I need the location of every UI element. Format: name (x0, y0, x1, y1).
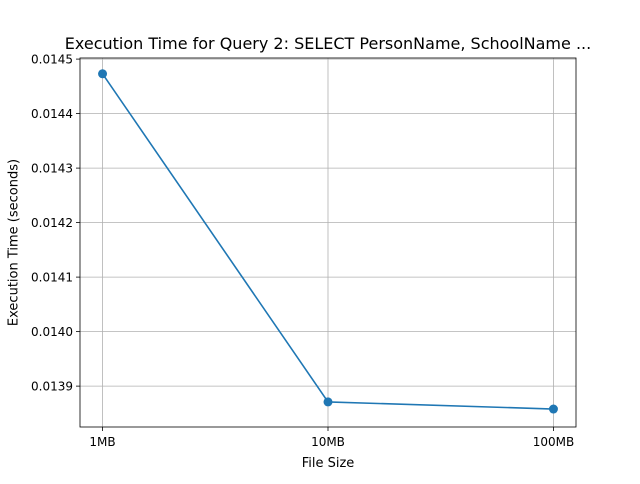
x-axis-label: File Size (302, 456, 355, 471)
x-tick-label: 100MB (533, 435, 575, 449)
series-layer (98, 69, 558, 414)
data-point (323, 397, 333, 407)
grid-lines (80, 58, 576, 427)
y-tick-label: 0.0140 (31, 325, 73, 339)
y-tick-label: 0.0142 (31, 216, 73, 230)
y-axis-label: Execution Time (seconds) (7, 159, 22, 326)
y-tick-label: 0.0143 (31, 161, 73, 175)
y-tick-label: 0.0141 (31, 270, 73, 284)
data-point (548, 404, 558, 414)
y-tick-label: 0.0145 (31, 52, 73, 66)
y-tick-label: 0.0139 (31, 379, 73, 393)
axis-ticks: 1MB 10MB 100MB 0.0139 0.0140 0.0141 0.0142 0.01… (31, 52, 574, 449)
data-point (98, 69, 108, 79)
y-tick-label: 0.0144 (31, 107, 73, 121)
x-tick-label: 10MB (311, 435, 345, 449)
chart-title: Execution Time for Query 2: SELECT Perso… (65, 34, 591, 53)
x-tick-label: 1MB (89, 435, 115, 449)
